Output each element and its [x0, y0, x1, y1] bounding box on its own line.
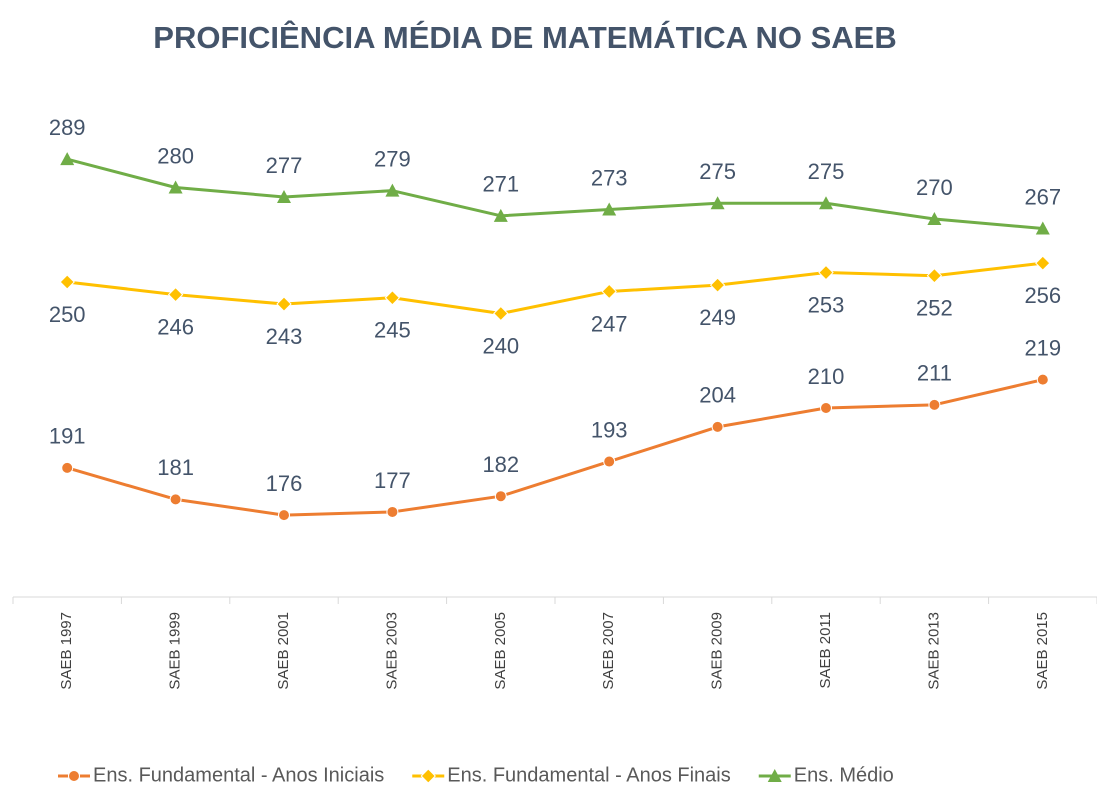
marker: [68, 770, 80, 782]
x-tick-label: SAEB 2013: [925, 612, 942, 690]
data-label: 275: [699, 159, 736, 184]
x-tick-label: SAEB 2009: [709, 612, 726, 690]
marker: [494, 490, 507, 503]
marker: [386, 505, 399, 518]
data-label: 280: [157, 143, 194, 168]
marker: [928, 398, 941, 411]
x-tick-label: SAEB 1997: [58, 612, 75, 690]
data-label: 176: [266, 471, 303, 496]
legend-item: Ens. Médio: [758, 764, 894, 786]
data-label: 249: [699, 305, 736, 330]
legend-label: Ens. Médio: [794, 764, 894, 786]
data-label: 243: [266, 324, 303, 349]
marker: [168, 180, 183, 194]
marker: [384, 290, 401, 306]
marker: [709, 277, 726, 293]
legend-label: Ens. Fundamental - Anos Iniciais: [93, 764, 384, 786]
marker: [60, 152, 75, 166]
marker: [277, 189, 291, 203]
data-label: 246: [157, 314, 194, 339]
data-label: 273: [591, 165, 628, 190]
marker: [420, 768, 436, 784]
marker: [601, 283, 617, 300]
marker: [818, 264, 834, 281]
marker: [820, 402, 832, 414]
marker: [602, 202, 617, 216]
data-label: 252: [916, 296, 953, 321]
data-label: 210: [808, 364, 845, 389]
marker: [926, 267, 943, 284]
x-tick-label: SAEB 2015: [1034, 612, 1051, 690]
data-label: 256: [1024, 283, 1061, 308]
series-line: [66, 157, 1043, 230]
data-label: 240: [482, 333, 519, 358]
data-label: 193: [591, 417, 628, 442]
marker: [493, 208, 508, 222]
series-line: [67, 261, 1043, 315]
data-label: 247: [591, 311, 628, 336]
marker: [59, 274, 75, 290]
data-label: 277: [266, 153, 303, 178]
data-label: 253: [808, 292, 845, 317]
series-line: [66, 378, 1044, 517]
marker: [1035, 255, 1051, 271]
x-tick-label: SAEB 1999: [167, 612, 184, 690]
x-tick-label: SAEB 2011: [817, 612, 834, 688]
data-label: 191: [49, 424, 86, 449]
data-label: 279: [374, 146, 411, 171]
marker: [1036, 373, 1049, 386]
marker: [169, 493, 182, 506]
marker: [927, 212, 942, 225]
x-tick-label: SAEB 2001: [275, 612, 292, 690]
marker: [711, 420, 724, 433]
data-label: 177: [374, 468, 411, 493]
marker: [767, 769, 782, 782]
data-label: 204: [699, 383, 736, 408]
x-tick-label: SAEB 2003: [383, 612, 400, 690]
marker: [167, 286, 184, 303]
data-label: 181: [157, 455, 194, 480]
data-label: 250: [49, 302, 86, 327]
data-label: 211: [917, 361, 952, 386]
data-label: 275: [808, 159, 845, 184]
x-tick-label: SAEB 2005: [492, 612, 509, 690]
legend-item: Ens. Fundamental - Anos Finais: [412, 764, 731, 786]
data-label: 182: [482, 452, 519, 477]
data-label: 245: [374, 318, 411, 343]
marker: [1035, 221, 1050, 235]
chart-title: PROFICIÊNCIA MÉDIA DE MATEMÁTICA NO SAEB: [153, 19, 896, 55]
marker: [278, 509, 290, 522]
data-label: 219: [1024, 335, 1061, 360]
legend-item: Ens. Fundamental - Anos Iniciais: [58, 764, 384, 786]
marker: [710, 196, 725, 210]
marker: [385, 183, 400, 197]
data-label: 271: [482, 172, 519, 197]
data-label: 270: [916, 175, 953, 200]
marker: [276, 296, 292, 312]
x-tick-label: SAEB 2007: [600, 612, 617, 690]
marker: [603, 455, 616, 468]
marker: [61, 461, 74, 474]
legend-label: Ens. Fundamental - Anos Finais: [447, 764, 730, 786]
data-label: 289: [49, 115, 86, 140]
data-label: 267: [1024, 184, 1061, 209]
marker: [493, 305, 509, 322]
marker: [819, 196, 833, 210]
